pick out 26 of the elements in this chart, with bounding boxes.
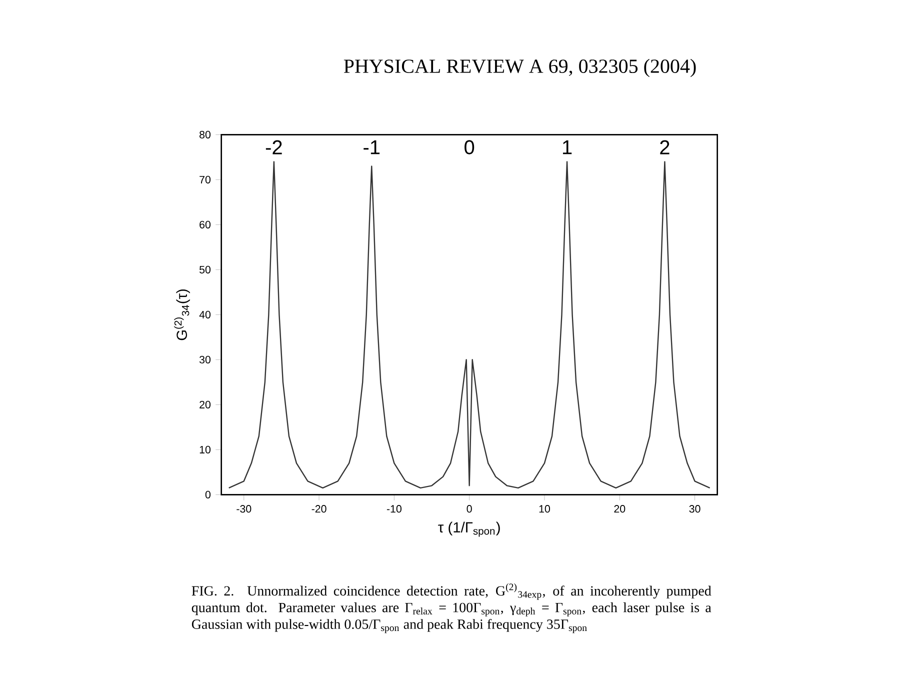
x-tick-label: -20 (312, 505, 326, 513)
y-tick-label: 0 (205, 491, 211, 499)
y-axis-title: G$^{(2)}$$_{34}$(τ) (174, 290, 190, 340)
y-tick-label: 20 (200, 401, 211, 409)
annotation: 2 (660, 140, 670, 154)
text: FIG. 2. Unnormalized coincidence detection rate, G$^{(2)}$$_{34exp}$, of an incoherently pumped quantum dot. Parameter values are Γ$_{relax}$ = 100Γ$_{spon}$, γ$_{deph}$ = Γ$_{spon}$, each laser pulse is a Gaussian with pulse-width 0.05/Γ$_{spon}$ and peak Rabi frequency 35Γ$_{spon}$ (192, 584, 712, 634)
annotation: 0 (464, 140, 474, 155)
y-tick-label: 30 (199, 356, 211, 364)
y-tick-label: 40 (199, 311, 211, 319)
y-tick-label: 80 (200, 131, 211, 139)
x-tick-label: 0 (466, 505, 472, 513)
x-tick-label: 10 (539, 505, 550, 513)
y-tick-label: 10 (200, 446, 211, 454)
x-axis-title: τ (1/Γ$_{spon}$) (438, 522, 500, 537)
y-tick-label: 60 (200, 221, 211, 229)
annotation: 1 (562, 140, 572, 154)
x-tick-label: -30 (236, 505, 252, 513)
x-tick-label: -10 (386, 505, 402, 513)
annotation: -2 (266, 140, 282, 154)
x-tick-label: 30 (689, 505, 700, 513)
line-series (228, 161, 710, 489)
y-tick-label: 70 (200, 176, 211, 184)
x-tick-label: 20 (614, 505, 626, 513)
y-tick-label: 50 (199, 266, 211, 274)
chart-title: PHYSICAL REVIEW A 69, 032305 (2004) (344, 59, 696, 78)
annotation: -1 (364, 140, 380, 154)
